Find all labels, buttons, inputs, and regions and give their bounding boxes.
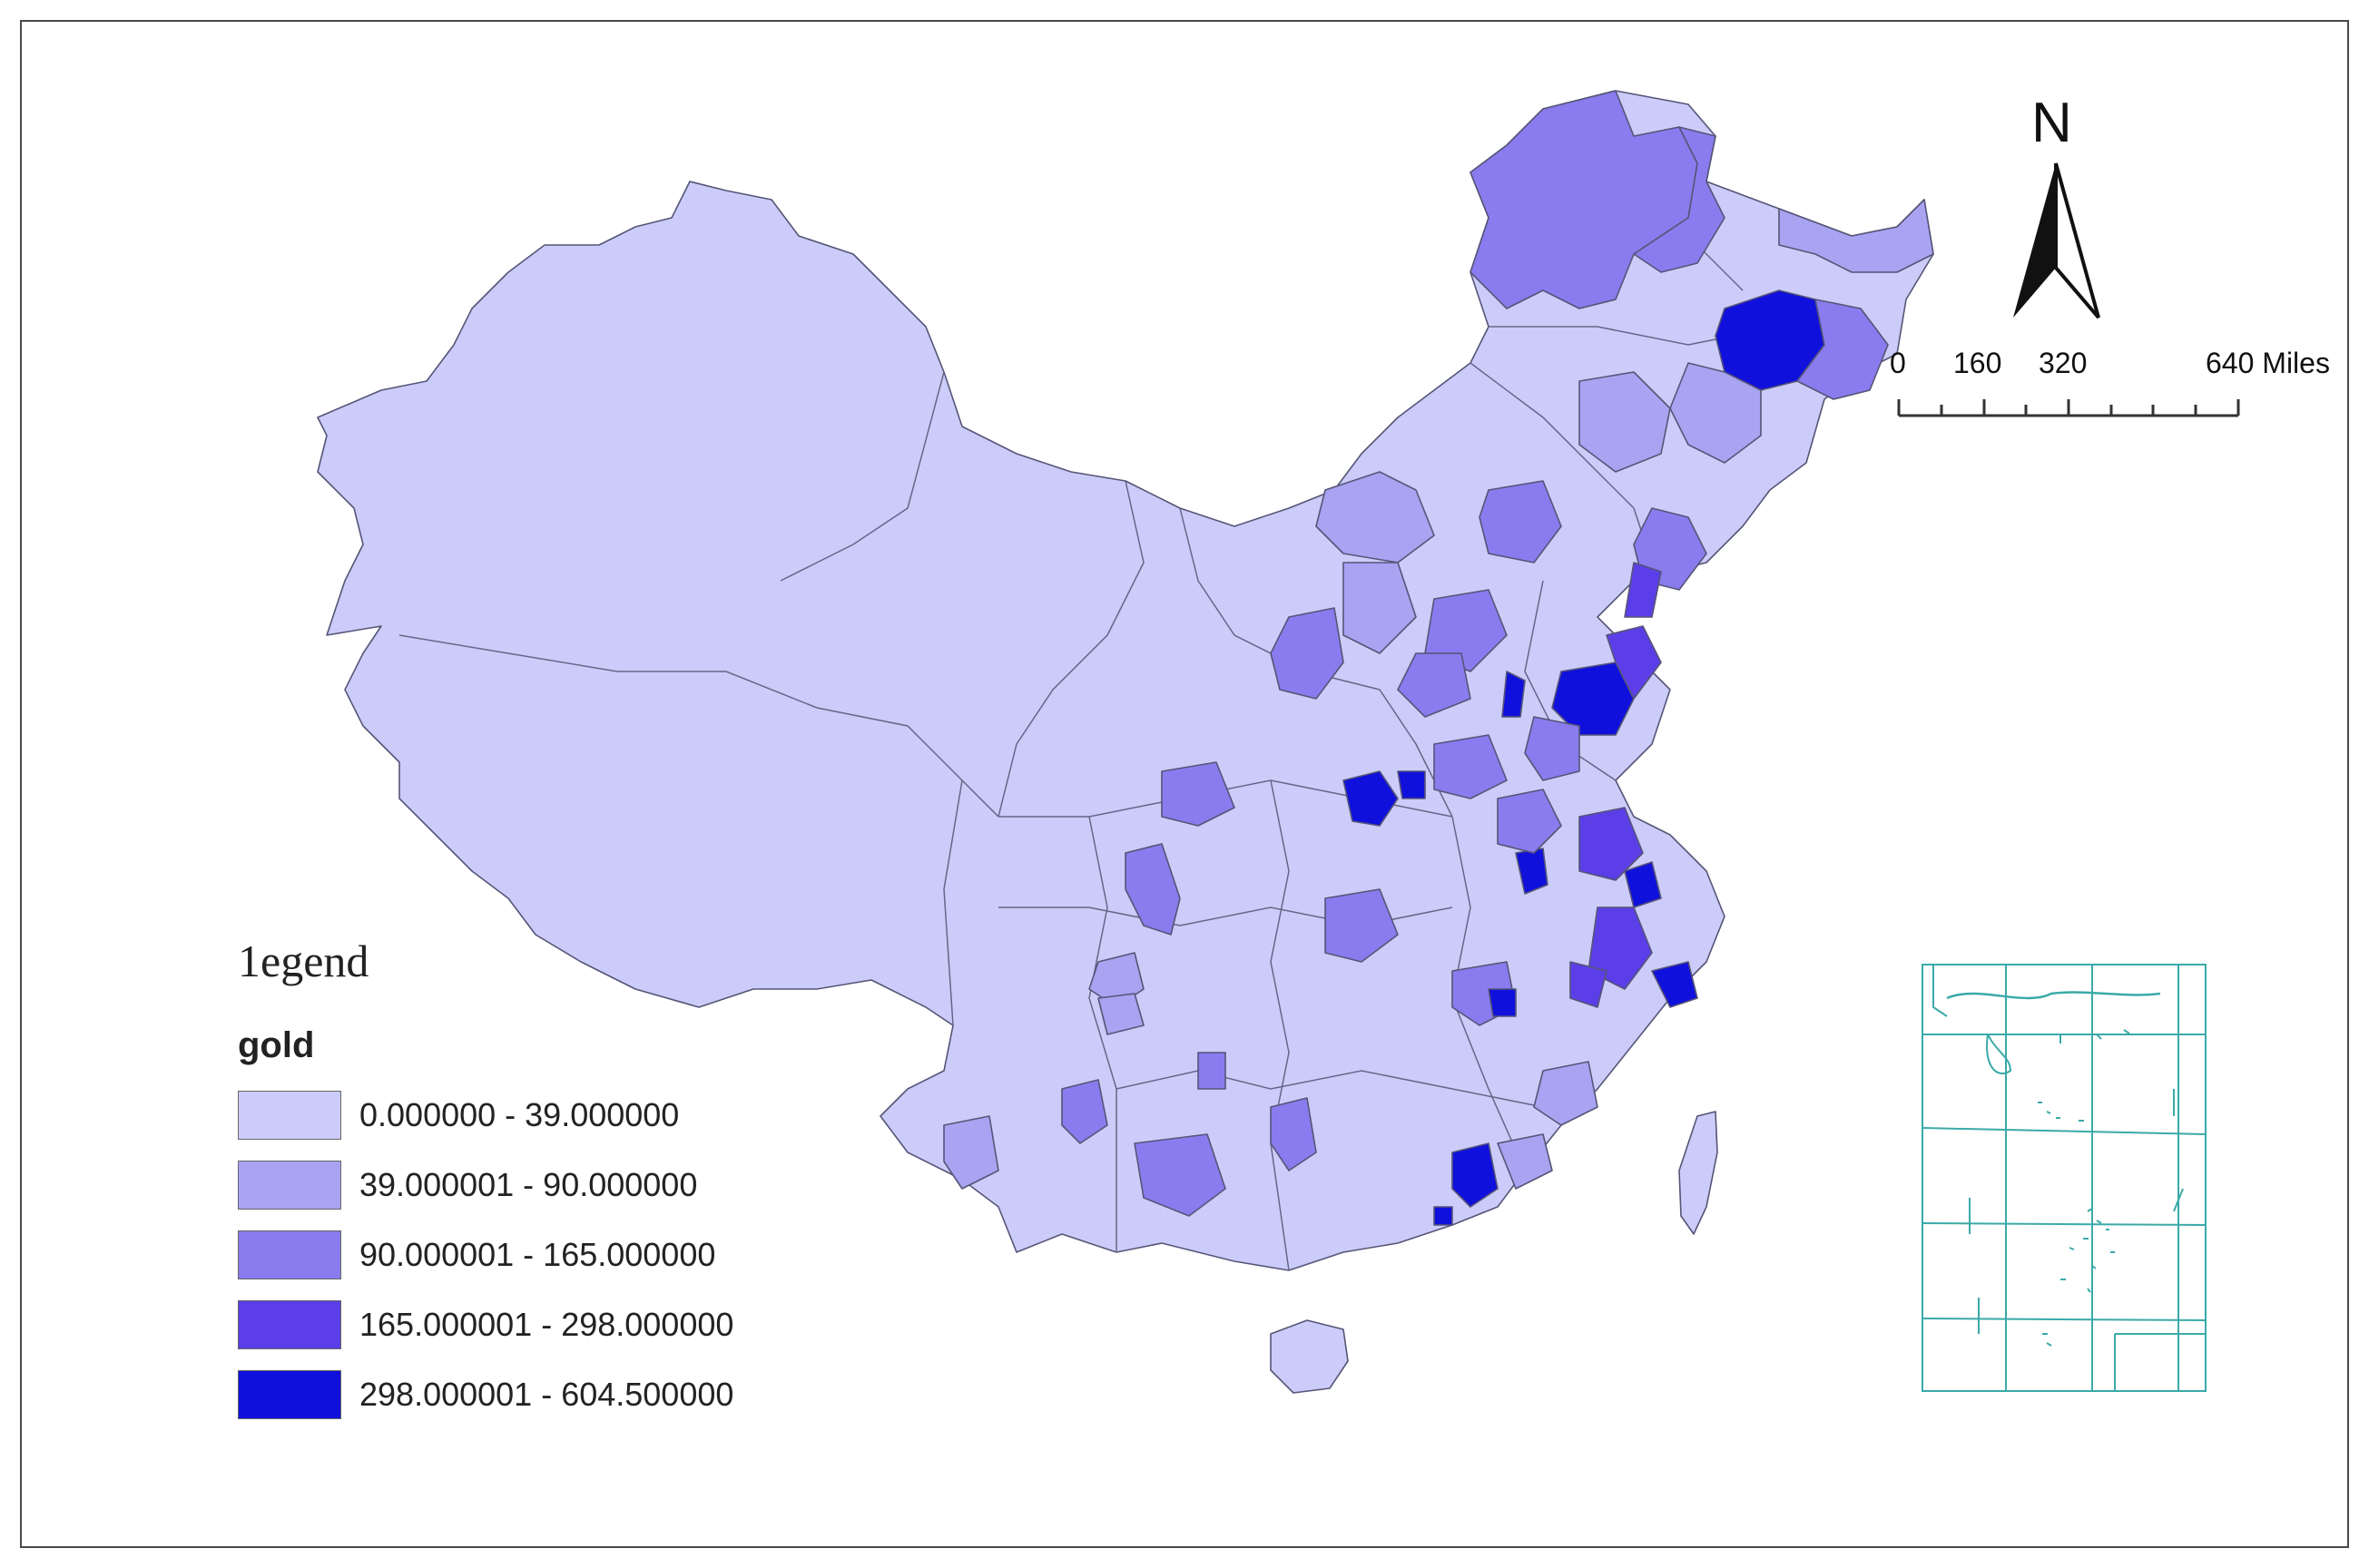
region-guangxi-b bbox=[1270, 1097, 1317, 1171]
region-ne-b bbox=[1778, 199, 1934, 273]
region-yunnan-a bbox=[943, 1115, 999, 1190]
region-anhui-a bbox=[1497, 789, 1562, 854]
region-henan-c bbox=[1433, 734, 1508, 799]
region-sichuan-a bbox=[1125, 843, 1181, 936]
legend-label: 298.000001 - 604.500000 bbox=[359, 1376, 734, 1413]
region-guangdong-a bbox=[1451, 1142, 1499, 1208]
legend-row: 0.000000 - 39.000000 bbox=[238, 1089, 679, 1142]
region-zhejiang-c bbox=[1569, 961, 1607, 1008]
legend-swatch bbox=[238, 1230, 341, 1279]
scale-tick-0: 0 bbox=[1890, 347, 1906, 379]
legend-swatch bbox=[238, 1091, 341, 1140]
region-ne-a bbox=[1633, 126, 1725, 273]
region-henan-a bbox=[1342, 770, 1399, 827]
region-jiangsu-a bbox=[1578, 807, 1644, 881]
legend-label: 39.000001 - 90.000000 bbox=[359, 1166, 698, 1203]
scale-bar bbox=[1897, 399, 2240, 417]
region-henan-b bbox=[1397, 770, 1426, 799]
region-hebei-b bbox=[1397, 652, 1471, 718]
taiwan-island bbox=[1678, 1111, 1718, 1235]
region-inner-mongolia-a bbox=[1315, 471, 1435, 564]
choropleth-regions bbox=[943, 90, 1934, 1226]
region-chongqing-a bbox=[1097, 993, 1145, 1035]
region-zhejiang-b bbox=[1651, 961, 1698, 1008]
north-arrow bbox=[2013, 162, 2100, 319]
region-hubei-a bbox=[1324, 888, 1399, 963]
region-guizhou-a bbox=[1197, 1052, 1226, 1090]
region-hebei-a bbox=[1424, 589, 1508, 672]
legend-label: 90.000001 - 165.000000 bbox=[359, 1236, 716, 1273]
region-tianjin bbox=[1501, 671, 1526, 718]
china-mainland bbox=[317, 90, 1934, 1271]
legend-row: 165.000001 - 298.000000 bbox=[238, 1298, 733, 1351]
region-guangdong-b bbox=[1497, 1133, 1553, 1190]
scale-tick-640-miles: 640 Miles bbox=[2206, 347, 2330, 379]
south-china-sea-inset bbox=[1922, 964, 2207, 1392]
region-jilin-b bbox=[1578, 371, 1671, 473]
region-yunnan-b bbox=[1061, 1079, 1108, 1144]
hainan-island bbox=[1270, 1319, 1349, 1394]
region-inner-mongolia-b bbox=[1479, 480, 1562, 564]
region-nanchang bbox=[1488, 988, 1517, 1017]
legend-row: 39.000001 - 90.000000 bbox=[238, 1159, 697, 1211]
region-ne-c bbox=[1796, 299, 1889, 400]
region-heilongjiang-north bbox=[1470, 90, 1698, 309]
legend-title: 1egend bbox=[238, 936, 369, 986]
legend-swatch bbox=[238, 1161, 341, 1210]
region-fujian-a bbox=[1533, 1061, 1598, 1126]
region-shanghai bbox=[1624, 861, 1662, 908]
region-shandong-b bbox=[1606, 625, 1662, 700]
legend-swatch bbox=[238, 1300, 341, 1349]
region-shenzhen bbox=[1433, 1206, 1453, 1226]
region-shandong-c bbox=[1524, 716, 1580, 781]
legend-label: 0.000000 - 39.000000 bbox=[359, 1096, 680, 1133]
scale-tick-160: 160 bbox=[1953, 347, 2002, 379]
legend-field-name: gold bbox=[238, 1025, 315, 1065]
region-dalian bbox=[1624, 562, 1662, 618]
legend-row: 298.000001 - 604.500000 bbox=[238, 1368, 733, 1421]
region-shaanxi-a bbox=[1161, 761, 1235, 827]
legend-row: 90.000001 - 165.000000 bbox=[238, 1229, 715, 1281]
legend-label: 165.000001 - 298.000000 bbox=[359, 1306, 734, 1343]
region-jilin-a bbox=[1669, 362, 1762, 464]
north-label: N bbox=[2031, 92, 2072, 154]
scale-tick-320: 320 bbox=[2039, 347, 2088, 379]
region-guangxi-a bbox=[1134, 1133, 1226, 1217]
legend-swatch bbox=[238, 1370, 341, 1419]
region-zhejiang-a bbox=[1588, 906, 1653, 990]
region-shanxi-b bbox=[1342, 562, 1417, 654]
region-shanxi-a bbox=[1270, 607, 1344, 700]
